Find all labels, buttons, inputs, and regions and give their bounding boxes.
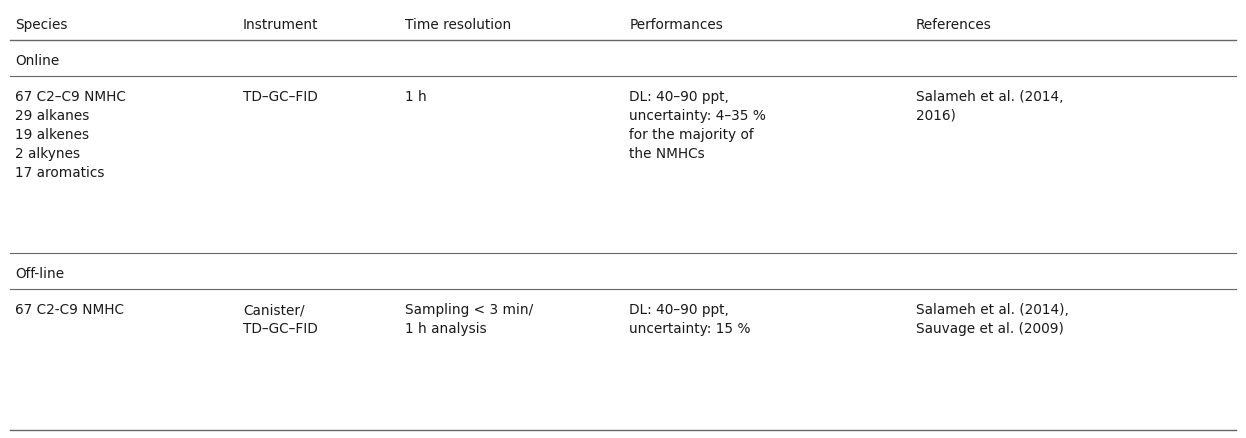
Text: References: References bbox=[916, 18, 992, 32]
Text: Instrument: Instrument bbox=[243, 18, 319, 32]
Text: Off-line: Off-line bbox=[15, 267, 64, 281]
Text: Online: Online bbox=[15, 54, 60, 68]
Text: Salameh et al. (2014,
2016): Salameh et al. (2014, 2016) bbox=[916, 90, 1063, 123]
Text: TD–GC–FID: TD–GC–FID bbox=[243, 90, 318, 104]
Text: Time resolution: Time resolution bbox=[405, 18, 511, 32]
Text: Salameh et al. (2014),
Sauvage et al. (2009): Salameh et al. (2014), Sauvage et al. (2… bbox=[916, 303, 1069, 336]
Text: 67 C2–C9 NMHC
29 alkanes
19 alkenes
2 alkynes
17 aromatics: 67 C2–C9 NMHC 29 alkanes 19 alkenes 2 al… bbox=[15, 90, 126, 180]
Text: DL: 40–90 ppt,
uncertainty: 4–35 %
for the majority of
the NMHCs: DL: 40–90 ppt, uncertainty: 4–35 % for t… bbox=[629, 90, 766, 161]
Text: Species: Species bbox=[15, 18, 67, 32]
Text: 1 h: 1 h bbox=[405, 90, 426, 104]
Text: Sampling < 3 min/
1 h analysis: Sampling < 3 min/ 1 h analysis bbox=[405, 303, 533, 336]
Text: 67 C2-C9 NMHC: 67 C2-C9 NMHC bbox=[15, 303, 123, 317]
Text: DL: 40–90 ppt,
uncertainty: 15 %: DL: 40–90 ppt, uncertainty: 15 % bbox=[629, 303, 751, 336]
Text: Performances: Performances bbox=[629, 18, 723, 32]
Text: Canister/
TD–GC–FID: Canister/ TD–GC–FID bbox=[243, 303, 318, 336]
